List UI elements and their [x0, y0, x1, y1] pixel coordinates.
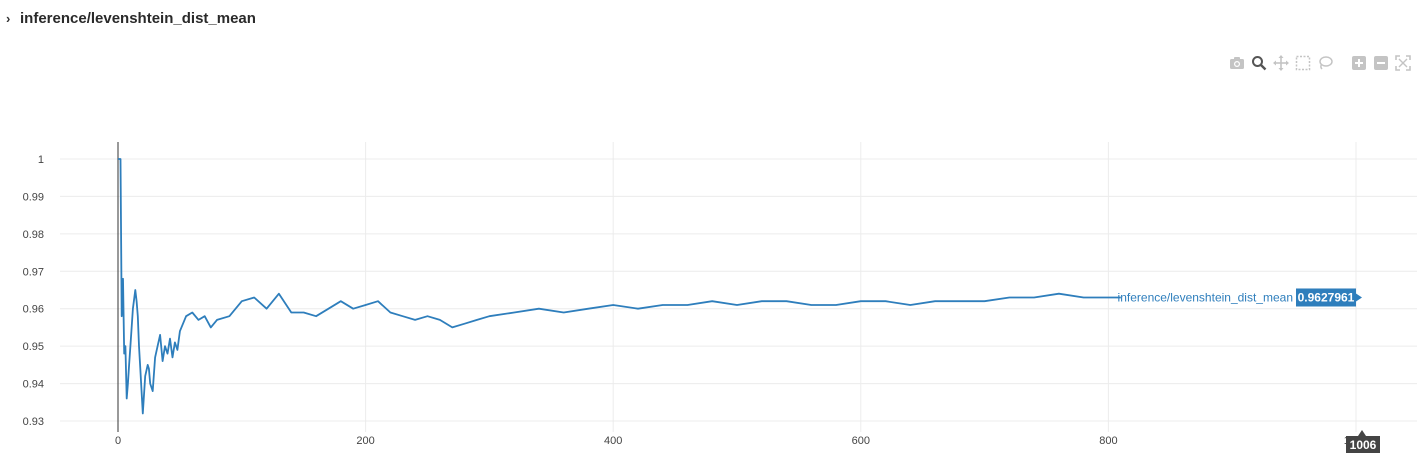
lasso-select-icon[interactable] — [1316, 55, 1334, 71]
y-tick-label: 0.94 — [23, 379, 44, 391]
series-line[interactable] — [118, 158, 1121, 415]
zoom-out-icon[interactable] — [1372, 55, 1390, 71]
y-tick-label: 0.93 — [23, 416, 44, 428]
y-tick-label: 0.99 — [23, 191, 44, 203]
pan-icon[interactable] — [1272, 55, 1290, 71]
panel-title: inference/levenshtein_dist_mean — [20, 9, 256, 27]
plot-modebar — [1228, 55, 1412, 71]
x-tick-label: 200 — [356, 435, 374, 447]
y-tick-label: 0.98 — [23, 229, 44, 241]
x-tick-label: 800 — [1099, 435, 1117, 447]
x-tick-label: 0 — [115, 435, 121, 447]
hover-series-label: inference/levenshtein_dist_mean — [1118, 290, 1293, 304]
y-tick-label: 0.95 — [23, 341, 44, 353]
series-layer — [118, 158, 1121, 415]
hover-x-label: 1006 — [1350, 438, 1377, 452]
y-tick-label: 1 — [38, 154, 44, 166]
box-select-icon[interactable] — [1294, 55, 1312, 71]
hover-value-box — [1296, 288, 1356, 307]
zoom-icon[interactable] — [1250, 55, 1268, 71]
zoom-in-icon[interactable] — [1350, 55, 1368, 71]
grid-lines — [60, 142, 1417, 432]
y-tick-label: 0.96 — [23, 304, 44, 316]
hover-x-box — [1346, 436, 1380, 453]
chevron-right-icon[interactable]: › — [6, 10, 11, 26]
hover-value-pointer — [1356, 293, 1362, 302]
y-tick-label: 0.97 — [23, 266, 44, 278]
labels-layer: 0.93 0.94 0.95 0.96 0.97 0.98 0.99 1 0 200 400 600 8… — [23, 154, 1380, 453]
x-tick-label: 400 — [604, 435, 622, 447]
autoscale-icon[interactable] — [1394, 55, 1412, 71]
hover-x-pointer — [1358, 430, 1366, 436]
hover-value-label: 0.9627961 — [1298, 290, 1355, 304]
panel-header[interactable]: › inference/levenshtein_dist_mean — [6, 7, 256, 29]
x-tick-label: 600 — [852, 435, 870, 447]
camera-icon[interactable] — [1228, 55, 1246, 71]
